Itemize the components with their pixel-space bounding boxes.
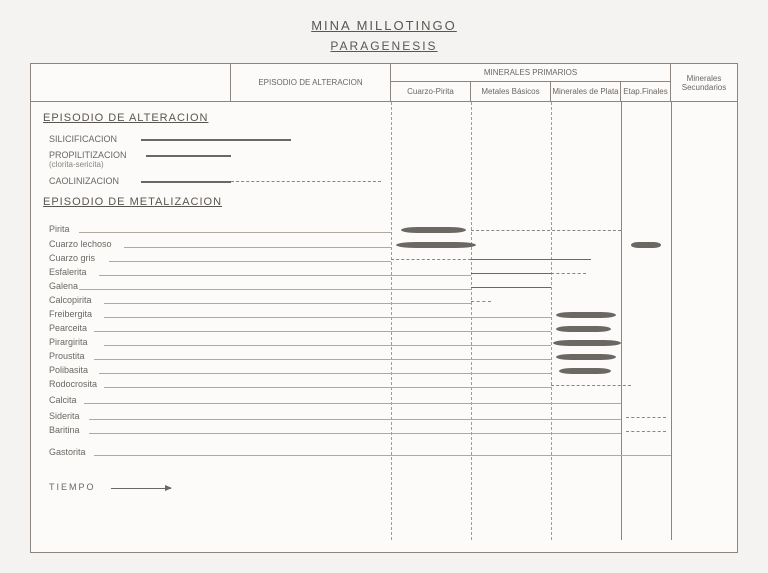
metal-leader-4	[79, 289, 471, 290]
metal-dash-11-0	[551, 385, 631, 386]
metal-label-1: Cuarzo lechoso	[49, 239, 112, 249]
header-metales-basicos: Metales Básicos	[471, 82, 551, 102]
section-alteracion-title: EPISODIO DE ALTERACION	[43, 112, 208, 124]
metal-label-9: Proustita	[49, 351, 85, 361]
metal-leader-5	[104, 303, 471, 304]
metal-lens-7-0	[556, 326, 611, 332]
metal-label-11: Rodocrosita	[49, 379, 97, 389]
header-row: EPISODIO DE ALTERACION MINERALES PRIMARI…	[31, 64, 737, 102]
metal-label-0: Pirita	[49, 224, 70, 234]
header-alteracion: EPISODIO DE ALTERACION	[231, 64, 391, 102]
vsep-5	[671, 102, 672, 540]
metal-line-4-0	[471, 287, 551, 288]
alteracion-label-2: CAOLINIZACION	[49, 176, 119, 186]
metal-line-2-1	[471, 259, 591, 260]
metal-dash-3-1	[551, 273, 586, 274]
alteracion-label-0: SILICIFICACION	[49, 134, 117, 144]
title-main: MINA MILLOTINGO	[30, 18, 738, 33]
metal-dash-2-0	[391, 259, 471, 260]
header-cuarzo-pirita: Cuarzo-Pirita	[391, 82, 471, 102]
metal-dash-13-0	[626, 417, 666, 418]
tiempo-label: TIEMPO	[49, 482, 96, 492]
metal-label-12: Calcita	[49, 395, 77, 405]
alteracion-bar-2	[141, 181, 231, 183]
alteracion-sublabel-1: (clorita-sericita)	[49, 160, 104, 169]
metal-leader-6	[104, 317, 551, 318]
metal-label-6: Freibergita	[49, 309, 92, 319]
metal-lens-1-1	[631, 242, 661, 248]
paragenesis-chart: EPISODIO DE ALTERACION MINERALES PRIMARI…	[30, 63, 738, 553]
metal-dash-14-0	[626, 431, 666, 432]
alteracion-label-1: PROPILITIZACION	[49, 150, 127, 160]
vsep-1	[391, 102, 392, 540]
header-etap-finales: Etap.Finales	[621, 82, 671, 102]
alteracion-bar-1	[146, 155, 231, 157]
header-min-plata: Minerales de Plata	[551, 82, 621, 102]
metal-label-13: Siderita	[49, 411, 80, 421]
metal-leader-12	[84, 403, 621, 404]
metal-lens-8-0	[553, 340, 621, 346]
tiempo-arrow	[111, 488, 171, 489]
metal-label-15: Gastorita	[49, 447, 86, 457]
metal-leader-1	[124, 247, 391, 248]
vsep-3	[551, 102, 552, 540]
metal-leader-3	[99, 275, 471, 276]
metal-lens-10-0	[559, 368, 611, 374]
metal-dash-5-0	[471, 301, 491, 302]
vsep-4	[621, 102, 622, 540]
metal-label-10: Polibasita	[49, 365, 88, 375]
metal-leader-14	[89, 433, 621, 434]
metal-label-5: Calcopirita	[49, 295, 92, 305]
metal-label-7: Pearceita	[49, 323, 87, 333]
section-metalizacion-title: EPISODIO DE METALIZACION	[43, 196, 222, 208]
header-secundarios: Minerales Secundarios	[671, 64, 737, 102]
metal-label-3: Esfalerita	[49, 267, 87, 277]
metal-leader-13	[89, 419, 621, 420]
header-primarios: MINERALES PRIMARIOS	[391, 64, 671, 82]
title-sub: PARAGENESIS	[30, 39, 738, 53]
metal-leader-11	[104, 387, 551, 388]
metal-line-3-0	[471, 273, 551, 274]
metal-leader-2	[109, 261, 391, 262]
alteracion-bar2-2	[231, 181, 381, 182]
metal-label-8: Pirargirita	[49, 337, 88, 347]
metal-lens-1-0	[396, 242, 476, 248]
metal-leader-9	[94, 359, 551, 360]
metal-label-2: Cuarzo gris	[49, 253, 95, 263]
metal-lens-6-0	[556, 312, 616, 318]
metal-leader-7	[94, 331, 551, 332]
metal-lens-9-0	[556, 354, 616, 360]
alteracion-bar-0	[141, 139, 291, 141]
vsep-2	[471, 102, 472, 540]
header-empty	[31, 64, 231, 102]
metal-leader-0	[79, 232, 391, 233]
metal-leader-10	[99, 373, 551, 374]
metal-lens-0-0	[401, 227, 466, 233]
metal-dash-0-1	[471, 230, 621, 231]
metal-leader-8	[104, 345, 551, 346]
metal-label-14: Baritina	[49, 425, 80, 435]
metal-leader-15	[94, 455, 671, 456]
metal-label-4: Galena	[49, 281, 78, 291]
